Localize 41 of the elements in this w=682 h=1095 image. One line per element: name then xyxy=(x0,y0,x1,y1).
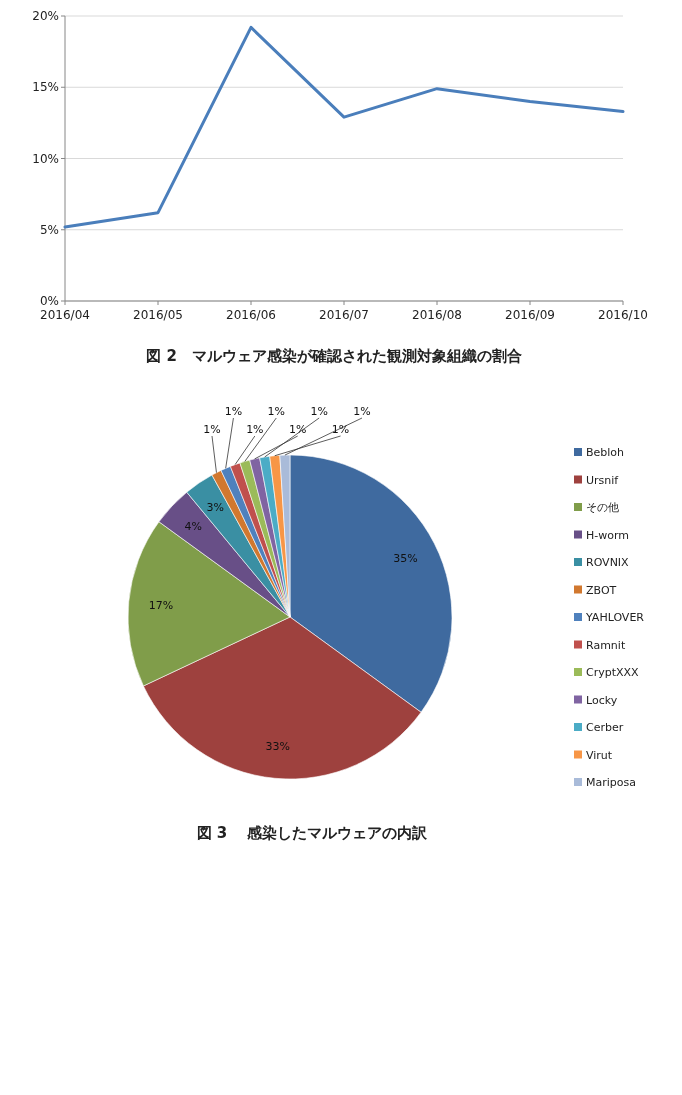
x-tick-label: 2016/10 xyxy=(598,308,648,322)
data-label: 1% xyxy=(353,405,371,418)
legend-label: Virut xyxy=(586,748,613,762)
x-tick-label: 2016/06 xyxy=(226,308,276,322)
y-tick-label: 15% xyxy=(32,80,59,95)
data-label: 1% xyxy=(331,423,350,436)
data-label: 1% xyxy=(288,423,307,436)
legend-label: Locky xyxy=(586,693,618,707)
legend-label: その他 xyxy=(586,501,619,514)
data-label: 1% xyxy=(246,423,264,436)
x-tick-label: 2016/07 xyxy=(319,308,369,322)
data-label: 35% xyxy=(393,552,418,566)
y-tick-label: 20% xyxy=(32,9,59,23)
x-tick-label: 2016/05 xyxy=(133,308,183,322)
y-tick-label: 5% xyxy=(39,222,59,237)
legend-label: H-worm xyxy=(586,528,630,542)
data-label: 4% xyxy=(184,520,202,534)
data-label: 33% xyxy=(265,740,291,754)
legend-label: Cerber xyxy=(586,721,624,734)
y-tick-label: 0% xyxy=(39,294,59,308)
data-label: 1% xyxy=(310,405,328,418)
legend-label: YAHLOVER xyxy=(585,611,645,624)
legend-label: Bebloh xyxy=(586,446,625,459)
x-tick-label: 2016/04 xyxy=(40,308,90,322)
legend-label: Mariposa xyxy=(586,776,636,789)
data-label: 1% xyxy=(224,405,243,418)
text: 図 2 マルウェア感染が確認された観測対象組織の割合 xyxy=(146,347,522,365)
text: 図 3 感染したマルウェアの内訳 xyxy=(196,824,429,842)
line-series xyxy=(63,25,625,229)
legend-label: Ursnif xyxy=(586,473,620,487)
legend-label: ROVNIX xyxy=(586,556,630,569)
legend-label: ZBOT xyxy=(586,583,617,597)
data-label: 17% xyxy=(148,598,174,612)
x-tick-label: 2016/09 xyxy=(505,308,555,322)
x-tick-label: 2016/08 xyxy=(412,308,462,322)
legend-label: CryptXXX xyxy=(586,666,640,679)
data-label: 1% xyxy=(203,423,221,436)
data-label: 3% xyxy=(206,501,225,515)
y-tick-label: 10% xyxy=(32,151,59,166)
legend-label: Ramnit xyxy=(586,638,626,652)
data-label: 1% xyxy=(267,405,286,418)
